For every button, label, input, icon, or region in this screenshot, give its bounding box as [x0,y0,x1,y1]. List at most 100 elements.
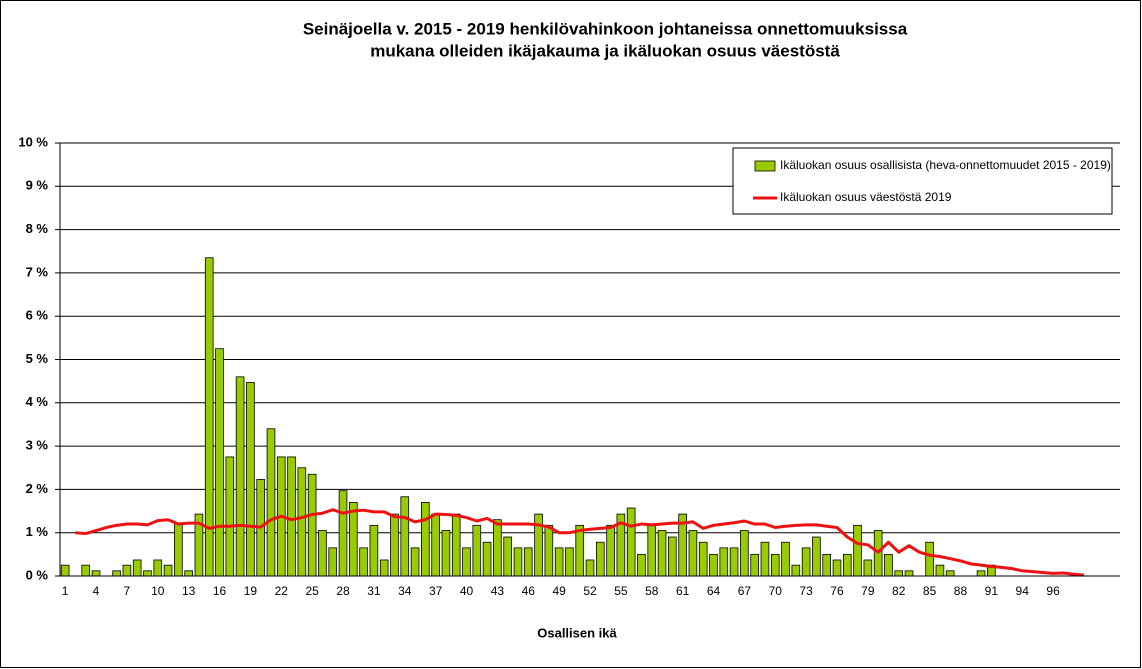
x-tick-label: 79 [861,584,875,598]
legend-label: Ikäluokan osuus väestöstä 2019 [780,190,952,204]
x-axis-label: Osallisen ikä [537,625,617,640]
bar [698,541,708,577]
bar [359,547,368,577]
bar [904,570,914,577]
bar [770,553,780,577]
bar [945,570,955,577]
bar [884,553,893,577]
bar [441,530,451,577]
x-tick-label: 1 [62,584,69,598]
bar [544,524,554,577]
x-tick-label: 88 [954,584,968,598]
bar [595,541,605,577]
bar [390,513,399,577]
bar [81,564,91,577]
x-tick-label: 31 [367,584,381,598]
bar [729,547,739,577]
bar [791,564,801,577]
bar [112,570,121,577]
bar [976,570,986,577]
x-tick-label: 70 [769,584,783,598]
bar [668,536,677,577]
x-tick-label: 34 [398,584,412,598]
bar [143,570,152,577]
x-tick-label: 67 [738,584,752,598]
bar [812,536,821,577]
x-tick-label: 43 [491,584,505,598]
x-tick-label: 13 [182,584,196,598]
bar [163,564,173,577]
bar [935,564,945,577]
bar [266,428,276,577]
legend-swatch [754,160,776,172]
bar [503,536,512,577]
chart-title: mukana olleiden ikäjakauma ja ikäluokan … [370,41,840,60]
bar [132,559,142,577]
y-tick-label: 0 % [26,567,49,582]
bar [575,524,585,577]
x-tick-label: 25 [305,584,319,598]
x-tick-label: 82 [892,584,906,598]
bar [225,456,235,577]
bar [235,376,245,577]
bar [760,541,770,577]
bar [122,564,132,577]
bar [328,547,338,577]
bar [523,547,533,577]
bar [174,523,183,577]
y-tick-label: 7 % [26,264,49,279]
x-tick-label: 19 [244,584,258,598]
x-tick-label: 73 [799,584,813,598]
bar [91,570,101,577]
bar [853,524,862,577]
bar [369,524,379,577]
bar [719,547,729,577]
legend-box [732,147,1113,215]
bar [781,541,790,577]
x-tick-label: 61 [676,584,690,598]
bar [246,382,255,577]
x-tick-label: 10 [151,584,165,598]
bar [431,513,440,577]
bar [842,553,852,577]
bar [410,547,420,577]
bar [740,530,749,577]
x-tick-label: 49 [552,584,566,598]
bar [801,547,811,577]
x-tick-label: 37 [429,584,443,598]
bar [863,559,873,577]
bar [421,501,430,577]
bar [379,559,389,577]
y-tick-label: 6 % [26,308,49,323]
line [75,508,1085,577]
bar [472,524,482,577]
x-tick-label: 58 [645,584,659,598]
bar [688,530,698,577]
x-tick-label: 22 [275,584,289,598]
bar [307,473,317,577]
bar [565,547,574,577]
x-tick-label: 16 [213,584,227,598]
y-tick-label: 1 % [26,524,49,539]
bar [925,541,934,577]
x-tick-label: 91 [985,584,999,598]
x-tick-label: 64 [707,584,721,598]
bar [184,570,193,577]
bar [462,547,471,577]
y-tick-label: 9 % [26,178,49,193]
bar [287,456,296,577]
y-tick-label: 5 % [26,351,49,366]
x-tick-label: 4 [93,584,100,598]
bar [626,507,636,577]
bar [60,564,70,577]
bar [513,547,523,577]
bar [657,530,667,577]
bar [647,524,657,577]
bar [832,559,842,577]
y-tick-label: 4 % [26,394,49,409]
x-tick-label: 55 [614,584,628,598]
bar [637,553,646,577]
bar [585,559,595,577]
bar [822,553,832,577]
x-tick-label: 28 [336,584,350,598]
